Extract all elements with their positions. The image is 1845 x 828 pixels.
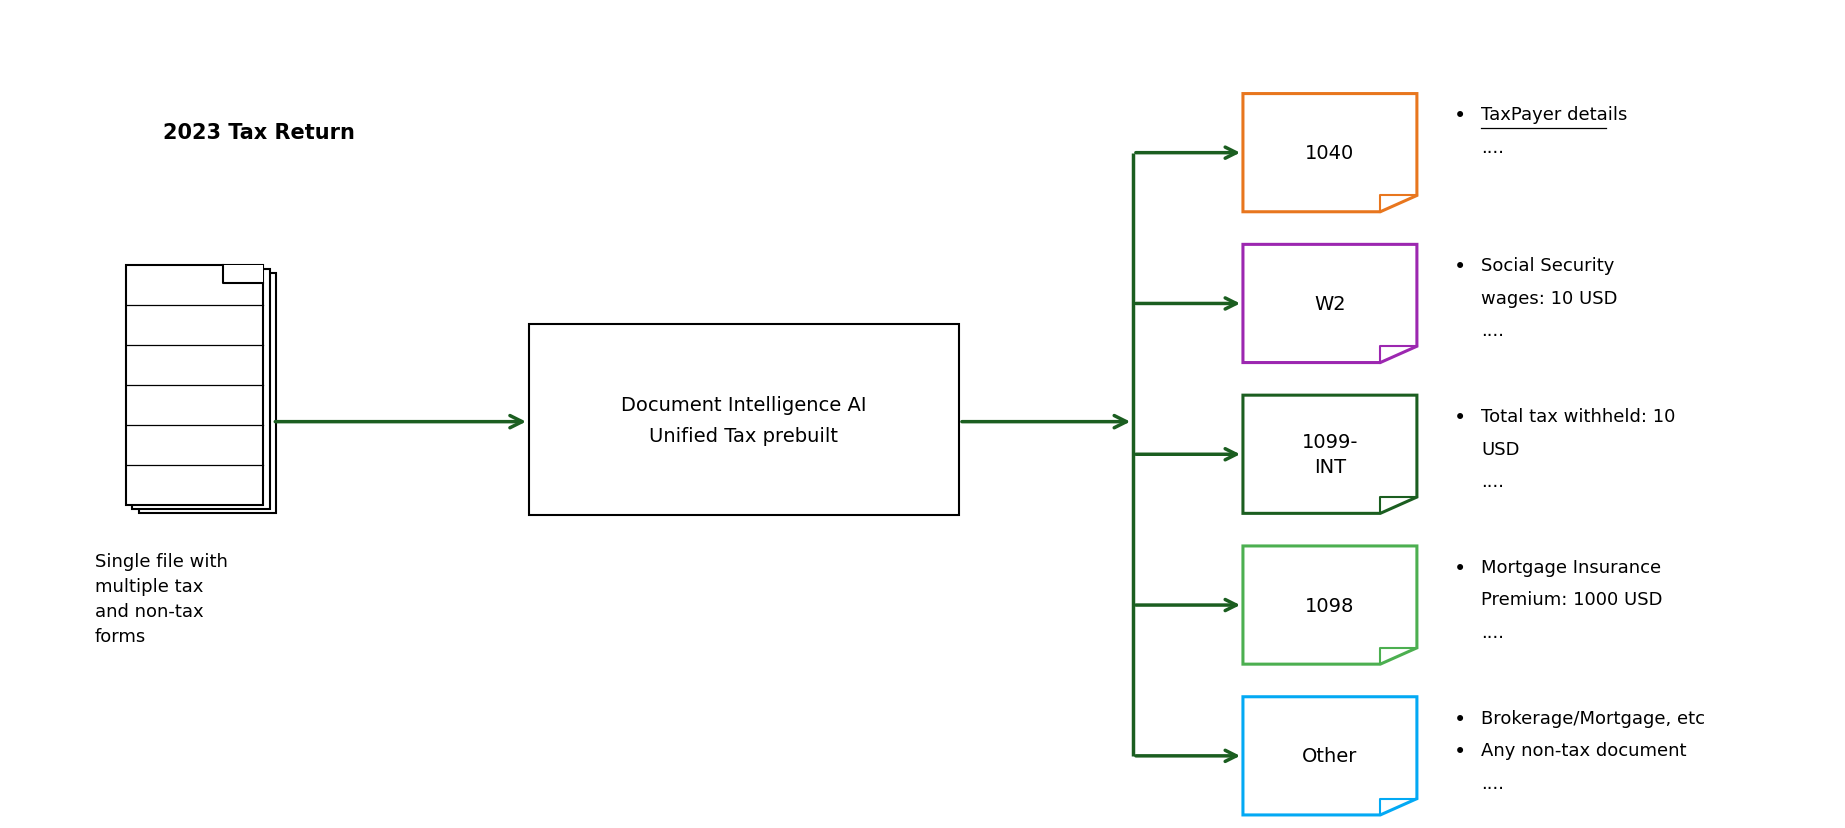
Text: Document Intelligence AI
Unified Tax prebuilt: Document Intelligence AI Unified Tax pre… [622, 395, 867, 445]
Text: ....: .... [1482, 322, 1504, 340]
Bar [138, 273, 277, 513]
Text: Mortgage Insurance: Mortgage Insurance [1482, 558, 1660, 576]
Text: •: • [1454, 741, 1465, 761]
Text: USD: USD [1482, 440, 1520, 458]
Text: TaxPayer details: TaxPayer details [1482, 106, 1627, 124]
Text: Social Security: Social Security [1482, 257, 1614, 275]
Text: •: • [1454, 709, 1465, 729]
Bar [530, 325, 959, 516]
Text: 2023 Tax Return: 2023 Tax Return [162, 123, 354, 143]
Text: Total tax withheld: 10: Total tax withheld: 10 [1482, 407, 1675, 426]
Text: •: • [1454, 407, 1465, 427]
Text: 1099-
INT: 1099- INT [1303, 433, 1358, 477]
Text: ....: .... [1482, 473, 1504, 491]
Polygon shape [1244, 396, 1417, 513]
Text: •: • [1454, 106, 1465, 126]
Text: 1098: 1098 [1304, 596, 1354, 615]
Text: Any non-tax document: Any non-tax document [1482, 741, 1686, 759]
Bar [125, 266, 264, 506]
Text: Single file with
multiple tax
and non-tax
forms: Single file with multiple tax and non-ta… [94, 552, 227, 645]
Text: ....: .... [1482, 623, 1504, 641]
Polygon shape [1244, 546, 1417, 664]
Text: W2: W2 [1314, 295, 1345, 314]
Text: 1040: 1040 [1304, 144, 1354, 163]
Text: wages: 10 USD: wages: 10 USD [1482, 290, 1618, 307]
Polygon shape [223, 266, 264, 283]
Text: ....: .... [1482, 139, 1504, 156]
Text: Premium: 1000 USD: Premium: 1000 USD [1482, 590, 1662, 609]
Polygon shape [1244, 94, 1417, 213]
Text: ....: .... [1482, 774, 1504, 792]
Text: •: • [1454, 257, 1465, 277]
Polygon shape [1244, 697, 1417, 815]
Text: Other: Other [1303, 747, 1358, 765]
Bar [133, 269, 269, 510]
Polygon shape [1244, 245, 1417, 363]
Text: •: • [1454, 558, 1465, 578]
Text: Brokerage/Mortgage, etc: Brokerage/Mortgage, etc [1482, 709, 1705, 727]
